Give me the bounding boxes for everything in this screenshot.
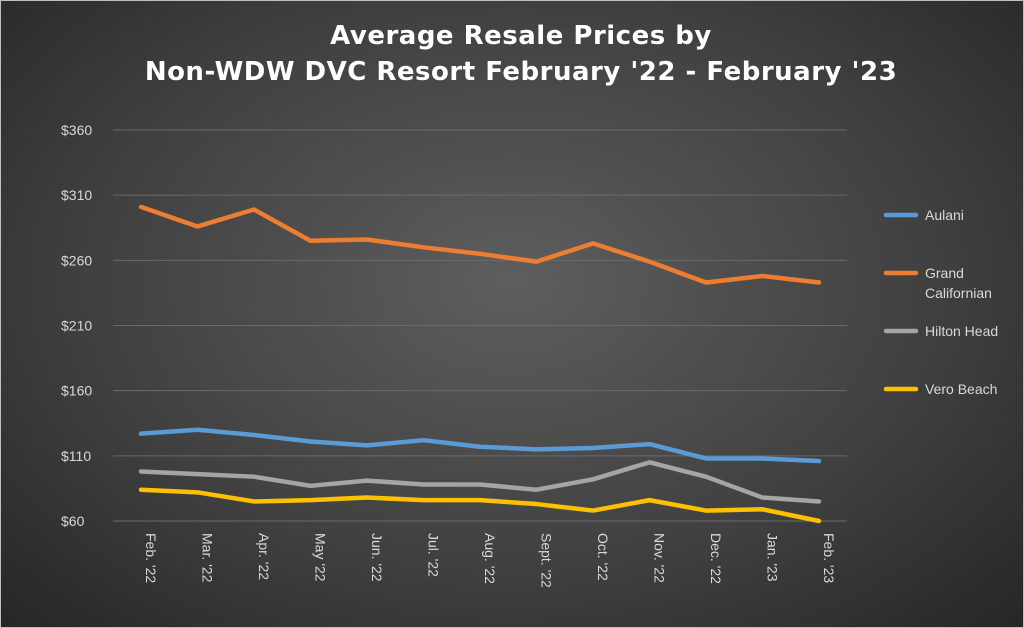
x-tick-label: Feb. '23 [821,533,837,583]
y-tick-label: $360 [61,122,92,138]
x-tick-label: Apr. '22 [256,533,272,580]
series-line-vero-beach [138,487,822,524]
x-tick-label: Sept. '22 [539,533,555,588]
x-tick-label: Feb. '22 [143,533,159,583]
y-tick-label: $210 [61,318,92,334]
chart-title-line2: Non-WDW DVC Resort February '22 - Februa… [144,57,898,87]
chart-title-line1: Average Resale Prices by [330,21,712,51]
y-tick-label: $60 [61,513,85,529]
legend-label: Vero Beach [925,381,997,397]
x-tick-label: Jul. '22 [426,533,442,577]
y-tick-label: $110 [61,448,91,464]
series-line-aulani [138,427,822,464]
x-tick-label: Nov. '22 [652,533,668,583]
y-tick-label: $310 [61,187,92,203]
legend-label: Grand [925,265,964,281]
x-tick-label: Oct. '22 [595,533,611,581]
y-tick-label: $260 [61,252,92,268]
y-tick-label: $160 [61,383,92,399]
x-tick-label: Dec. '22 [708,533,724,584]
x-tick-label: Jan. '23 [765,533,781,582]
x-tick-label: Mar. '22 [200,533,216,583]
x-tick-label: Jun. '22 [369,533,385,582]
x-tick-label: Aug. '22 [482,533,498,584]
series-line-grand-californian [138,204,822,285]
legend-label: Aulani [925,207,964,223]
series-line-hilton-head [138,460,822,504]
legend-label: Californian [925,285,992,301]
x-tick-label: May '22 [313,533,329,582]
legend-label: Hilton Head [925,323,998,339]
